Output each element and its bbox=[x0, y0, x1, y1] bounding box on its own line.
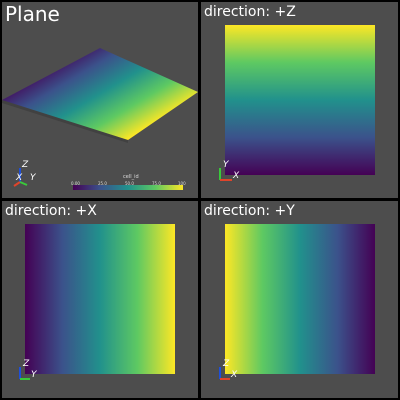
y-axis-label: Y bbox=[31, 370, 38, 380]
panel-direction-x[interactable]: direction: +X Z Y bbox=[2, 201, 198, 398]
orientation-axes: Z X bbox=[215, 357, 249, 387]
colorbar-tick: 25.0 bbox=[98, 181, 107, 186]
x-axis-label: X bbox=[15, 173, 23, 183]
orientation-axes: Z X Y bbox=[10, 158, 50, 190]
colorbar-tick: 100 bbox=[178, 181, 186, 186]
plane-view-y bbox=[225, 224, 375, 374]
panel-title: direction: +X bbox=[5, 203, 97, 219]
panel-direction-z[interactable]: direction: +Z Y X bbox=[201, 2, 398, 198]
z-axis-label: Z bbox=[21, 160, 29, 170]
colorbar-tick: 0.00 bbox=[71, 181, 80, 186]
z-axis-label: Z bbox=[222, 359, 230, 369]
orientation-axes: Y X bbox=[215, 158, 249, 188]
plane-view-x bbox=[25, 224, 175, 374]
z-axis-label: Z bbox=[22, 359, 30, 369]
panel-plane[interactable]: Plane Z X Y cell_id 0.00 25.0 50.0 75.0 … bbox=[2, 2, 198, 198]
y-axis-label: Y bbox=[223, 160, 230, 170]
colorbar-tick: 75.0 bbox=[152, 181, 161, 186]
colorbar-tick: 50.0 bbox=[125, 181, 134, 186]
orientation-axes: Z Y bbox=[15, 357, 49, 387]
panel-direction-y[interactable]: direction: +Y Z X bbox=[201, 201, 398, 398]
y-axis-label: Y bbox=[30, 173, 37, 183]
panel-title: direction: +Y bbox=[204, 203, 295, 219]
x-axis-label: X bbox=[230, 370, 238, 380]
plane-view-z bbox=[225, 25, 375, 175]
panel-title: direction: +Z bbox=[204, 4, 296, 20]
x-axis-label: X bbox=[232, 171, 240, 181]
